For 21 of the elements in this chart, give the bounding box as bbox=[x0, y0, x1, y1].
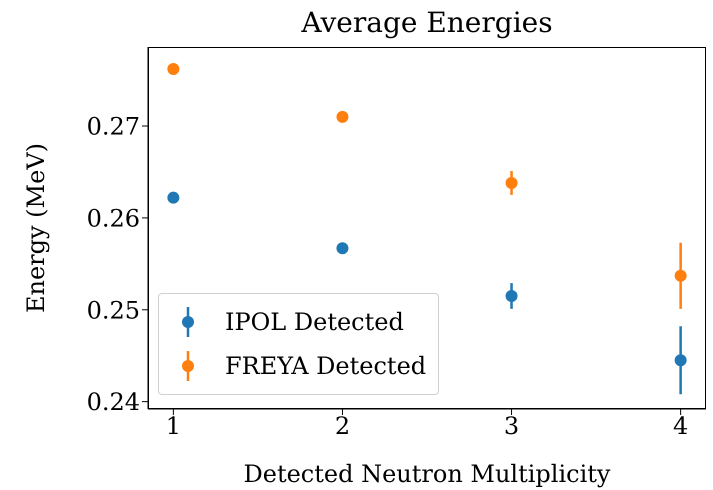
point bbox=[674, 270, 687, 282]
y-axis-title: Energy (MeV) bbox=[22, 142, 50, 314]
y-tick-label: 0.25 bbox=[86, 296, 140, 324]
point bbox=[506, 176, 518, 189]
point bbox=[674, 354, 687, 366]
point bbox=[506, 290, 518, 302]
y-tick-label: 0.24 bbox=[86, 388, 140, 416]
x-tick-label: 2 bbox=[334, 412, 350, 440]
point bbox=[167, 192, 180, 204]
x-tick-label: 4 bbox=[672, 412, 688, 440]
x-tick-label: 1 bbox=[166, 412, 182, 440]
y-tick-label: 0.27 bbox=[86, 112, 140, 141]
x-tick-label: 3 bbox=[504, 412, 520, 440]
point bbox=[336, 242, 348, 254]
chart-title: Average Energies bbox=[300, 6, 554, 39]
legend-label: FREYA Detected bbox=[225, 352, 426, 380]
y-tick-label: 0.26 bbox=[86, 204, 140, 232]
point bbox=[167, 63, 180, 76]
x-axis-title: Detected Neutron Multiplicity bbox=[244, 460, 611, 488]
legend-label: IPOL Detected bbox=[225, 308, 404, 336]
point bbox=[336, 110, 348, 123]
